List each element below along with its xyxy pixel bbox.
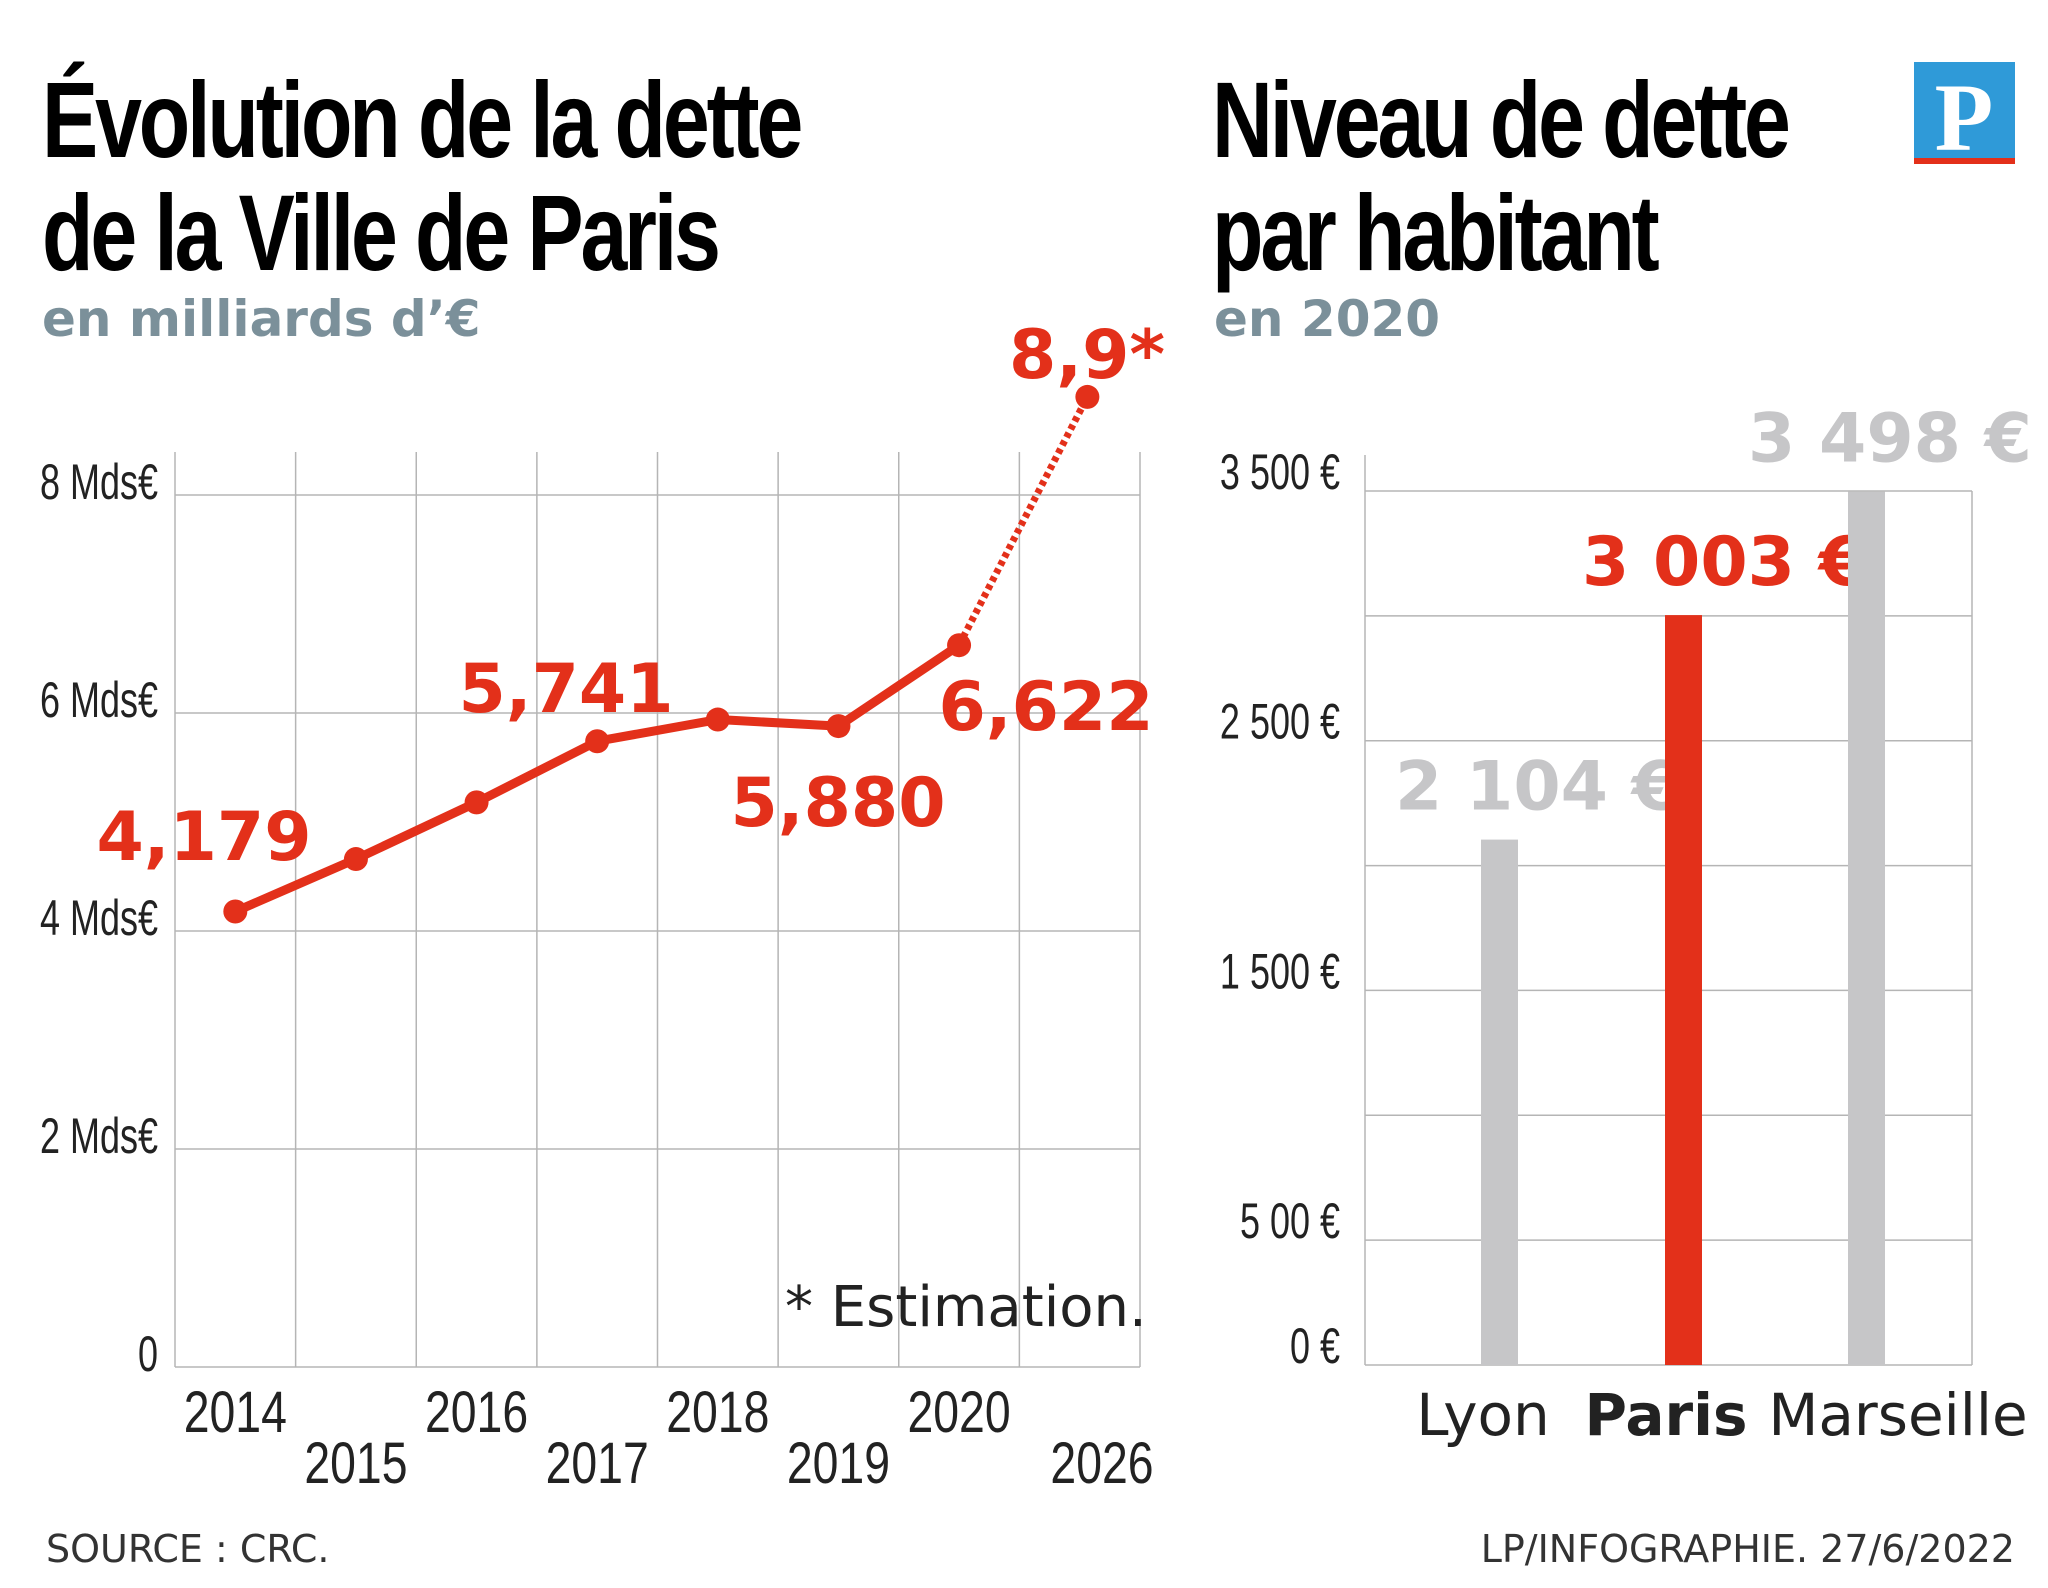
line-segment xyxy=(230,854,361,916)
x-tick-label: 2026 xyxy=(1050,1431,1153,1496)
data-label: 8,9* xyxy=(1009,316,1165,395)
line-chart: 0 2 Mds€ 4 Mds€ 6 Mds€ 8 Mds€ 2014 2015 2016 201… xyxy=(40,316,1165,1496)
line-segment xyxy=(713,715,843,731)
y-tick-label: 3 500 € xyxy=(1220,445,1340,500)
source-text: SOURCE : CRC. xyxy=(46,1527,330,1571)
category-label: Lyon xyxy=(1416,1381,1550,1449)
x-tick-label: 2019 xyxy=(787,1431,890,1496)
line-chart-title-line1: Évolution de la dette xyxy=(42,59,801,181)
category-label: Marseille xyxy=(1768,1381,2027,1449)
bar-value-label: 3 003 € xyxy=(1582,523,1866,602)
y-tick-label: 0 € xyxy=(1290,1319,1340,1374)
data-point xyxy=(826,714,851,739)
x-tick-label: 2014 xyxy=(184,1380,287,1445)
data-point xyxy=(947,633,972,658)
data-point xyxy=(464,790,489,815)
le-parisien-logo: P xyxy=(1914,62,2015,171)
x-tick-label: 2020 xyxy=(907,1380,1010,1445)
bar-chart-subtitle: en 2020 xyxy=(1214,290,1440,348)
data-label: 6,622 xyxy=(938,668,1153,747)
line-segment xyxy=(351,797,482,864)
bar-value-label: 3 498 € xyxy=(1748,399,2032,478)
logo-letter: P xyxy=(1935,64,1994,171)
line-segment xyxy=(833,640,964,731)
y-tick-label: 6 Mds€ xyxy=(40,673,158,728)
y-tick-label: 5 00 € xyxy=(1240,1195,1340,1250)
bar-paris xyxy=(1665,615,1702,1365)
bar-chart-title-line1: Niveau de dette xyxy=(1212,59,1788,181)
y-tick-label: 2 Mds€ xyxy=(40,1109,158,1164)
x-tick-label: 2016 xyxy=(425,1380,528,1445)
bar-lyon xyxy=(1481,839,1518,1365)
data-point xyxy=(705,707,730,732)
line-segment xyxy=(472,736,602,807)
data-point xyxy=(343,847,368,872)
estimation-note: * Estimation. xyxy=(785,1275,1147,1340)
y-tick-label: 4 Mds€ xyxy=(40,891,158,946)
data-point xyxy=(223,899,248,924)
bar-chart-title-line2: par habitant xyxy=(1212,172,1660,294)
y-tick-label: 1 500 € xyxy=(1220,945,1340,1000)
data-label: 5,880 xyxy=(730,764,945,843)
x-tick-label: 2015 xyxy=(304,1431,407,1496)
line-chart-subtitle: en milliards d’€ xyxy=(42,290,481,348)
x-tick-label: 2018 xyxy=(666,1380,769,1445)
category-label: Paris xyxy=(1584,1381,1747,1449)
y-tick-label: 2 500 € xyxy=(1220,695,1340,750)
bar-chart: 0 € 5 00 € 1 500 € 2 500 € 3 500 € 2 104 € Lyo… xyxy=(1220,399,2032,1449)
estimate-segment xyxy=(955,395,1091,647)
data-label: 5,741 xyxy=(458,650,673,729)
bar-marseille xyxy=(1848,491,1885,1366)
credit-text: LP/INFOGRAPHIE. 27/6/2022 xyxy=(1481,1527,2015,1571)
data-point xyxy=(1075,384,1100,409)
line-chart-title-line2: de la Ville de Paris xyxy=(42,172,718,294)
bar-value-label: 2 104 € xyxy=(1395,748,1679,827)
y-tick-label: 0 xyxy=(138,1327,158,1382)
y-tick-label: 8 Mds€ xyxy=(40,455,158,510)
data-label: 4,179 xyxy=(96,798,311,877)
x-tick-label: 2017 xyxy=(546,1431,649,1496)
data-point xyxy=(585,729,610,754)
line-segment xyxy=(592,715,723,746)
